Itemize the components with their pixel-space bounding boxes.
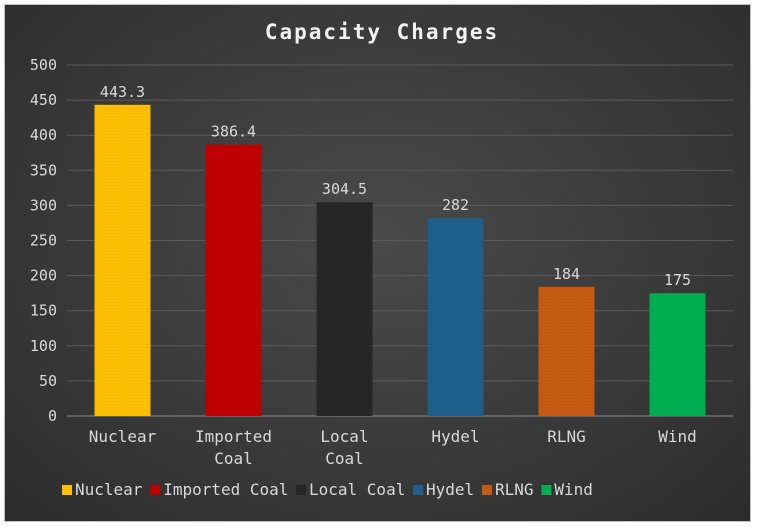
data-label: 175 [664, 271, 691, 289]
gridlines [67, 64, 733, 417]
x-tick-label: Local [320, 427, 368, 446]
bars [94, 104, 706, 416]
x-tick-label: Wind [658, 427, 697, 446]
y-tick-label: 150 [30, 302, 57, 320]
x-tick-label: Nuclear [89, 427, 157, 446]
x-tick-label: Hydel [431, 427, 479, 446]
bar-texture [538, 286, 595, 416]
bar-texture [94, 104, 151, 416]
legend: Nuclear Imported Coal Local Coal Hydel RLNG W… [62, 480, 593, 499]
chart-title: Capacity Charges [265, 20, 499, 44]
legend-swatch [150, 485, 161, 495]
data-label: 184 [553, 265, 580, 283]
legend-swatch [413, 485, 423, 495]
legend-swatch [296, 485, 306, 495]
bar-chart: Capacity Charges 0 50 100 150 200 250 300 350 40… [30, 20, 733, 499]
x-tick-label: Imported [195, 427, 272, 446]
legend-label: Hydel [426, 480, 474, 499]
x-tick-label: RLNG [547, 427, 586, 446]
y-tick-label: 350 [30, 161, 57, 179]
y-tick-label: 400 [30, 126, 57, 144]
y-tick-label: 500 [30, 56, 57, 74]
x-axis-ticks: Nuclear Imported Coal Local Coal Hydel RLNG Win… [89, 427, 697, 468]
data-label: 443.3 [100, 83, 145, 101]
chart-area: Capacity Charges 0 50 100 150 200 250 300 350 40… [4, 4, 751, 522]
bar-texture [649, 293, 706, 416]
legend-swatch [62, 485, 72, 495]
x-tick-label: Coal [325, 449, 364, 468]
legend-label: Nuclear [75, 480, 143, 499]
bar-texture [205, 144, 262, 416]
y-tick-label: 200 [30, 267, 57, 285]
x-tick-label: Coal [214, 449, 253, 468]
data-labels: 443.3 386.4 304.5 282 184 175 [100, 83, 691, 289]
legend-label: Wind [554, 480, 593, 499]
y-tick-label: 100 [30, 337, 57, 355]
bar-texture [316, 202, 373, 416]
y-tick-label: 450 [30, 91, 57, 109]
legend-label: Imported Coal [163, 480, 288, 499]
y-tick-label: 50 [39, 372, 57, 390]
y-tick-label: 300 [30, 196, 57, 214]
y-axis-ticks: 0 50 100 150 200 250 300 350 400 450 500 [30, 56, 57, 425]
legend-label: RLNG [495, 480, 534, 499]
y-tick-label: 0 [48, 407, 57, 425]
bar-texture [427, 218, 484, 416]
legend-swatch [541, 485, 552, 495]
legend-label: Local Coal [309, 480, 405, 499]
data-label: 304.5 [322, 180, 367, 198]
legend-swatch [482, 485, 492, 495]
y-tick-label: 250 [30, 232, 57, 250]
data-label: 386.4 [211, 123, 256, 141]
data-label: 282 [442, 196, 469, 214]
